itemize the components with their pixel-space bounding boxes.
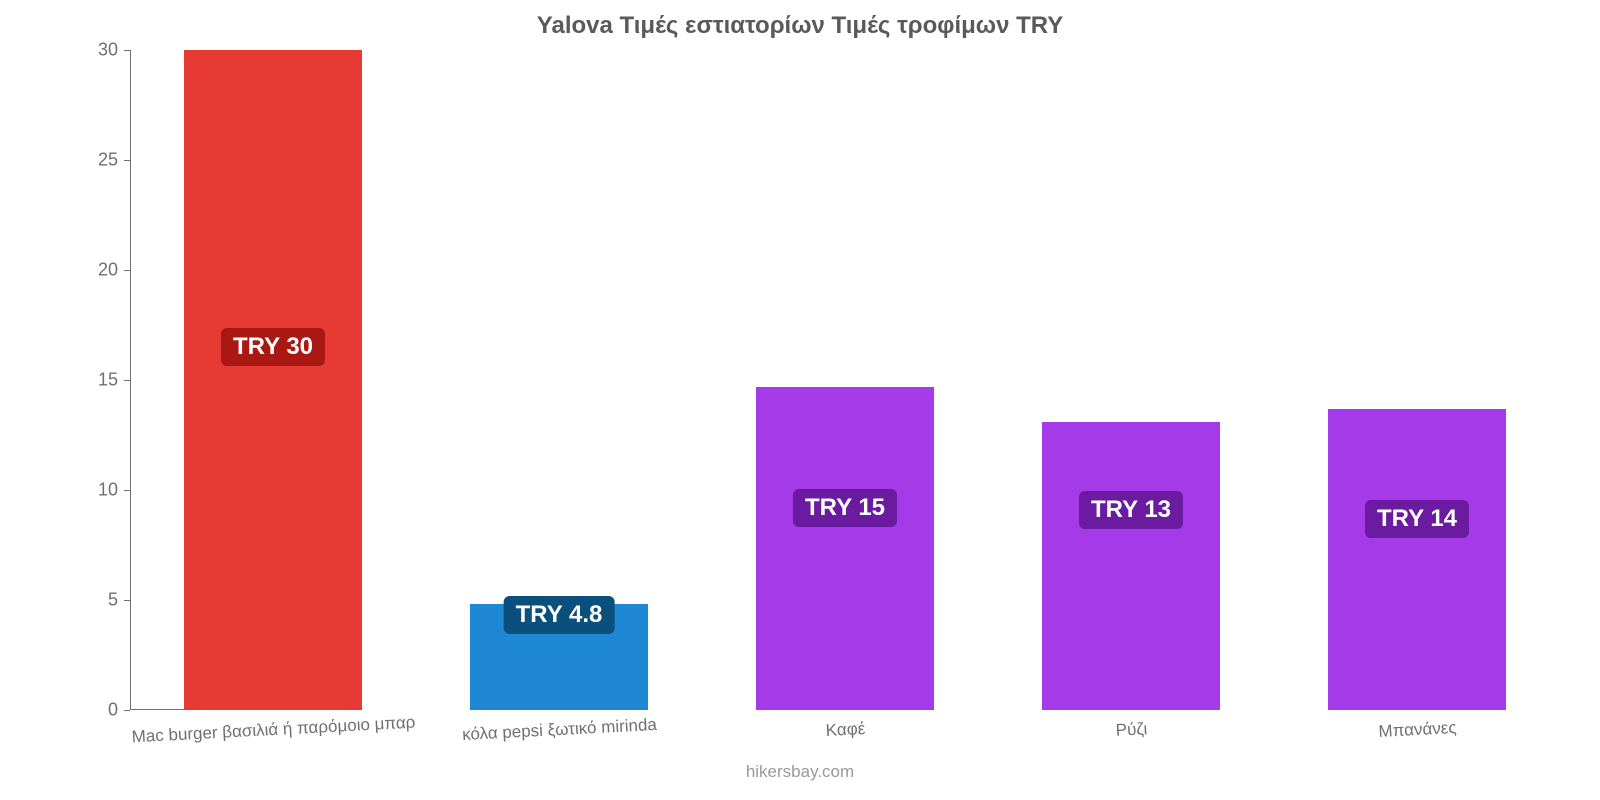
y-tick-label: 5	[108, 590, 118, 611]
bar-value-badge: TRY 15	[793, 489, 897, 527]
y-axis	[130, 50, 131, 710]
bar	[184, 50, 361, 710]
bar-value-badge: TRY 4.8	[504, 596, 615, 634]
x-tick-label: Καφέ	[825, 719, 866, 741]
footer-credit: hikersbay.com	[0, 762, 1600, 782]
bar	[756, 387, 933, 710]
bar-value-badge: TRY 30	[221, 328, 325, 366]
plot-area: 051015202530TRY 30Mac burger βασιλιά ή π…	[130, 50, 1560, 710]
x-tick-label: Mac burger βασιλιά ή παρόμοιο μπαρ	[131, 713, 416, 748]
y-tick-label: 30	[98, 40, 118, 61]
bar-value-badge: TRY 14	[1365, 500, 1469, 538]
bar-value-badge: TRY 13	[1079, 491, 1183, 529]
y-tick-mark	[124, 270, 130, 271]
bar	[1328, 409, 1505, 710]
y-tick-mark	[124, 490, 130, 491]
y-tick-label: 10	[98, 480, 118, 501]
bar	[1042, 422, 1219, 710]
x-tick-label: κόλα pepsi ξωτικό mirinda	[462, 715, 658, 745]
y-tick-mark	[124, 600, 130, 601]
y-tick-label: 15	[98, 370, 118, 391]
x-tick-label: Ρύζι	[1115, 719, 1148, 741]
y-tick-mark	[124, 50, 130, 51]
y-tick-label: 0	[108, 700, 118, 721]
y-tick-label: 25	[98, 150, 118, 171]
y-tick-label: 20	[98, 260, 118, 281]
chart-container: Yalova Τιμές εστιατορίων Τιμές τροφίμων …	[0, 0, 1600, 800]
x-tick-label: Μπανάνες	[1378, 718, 1457, 742]
y-tick-mark	[124, 160, 130, 161]
y-tick-mark	[124, 710, 130, 711]
chart-title: Yalova Τιμές εστιατορίων Τιμές τροφίμων …	[0, 12, 1600, 40]
y-tick-mark	[124, 380, 130, 381]
